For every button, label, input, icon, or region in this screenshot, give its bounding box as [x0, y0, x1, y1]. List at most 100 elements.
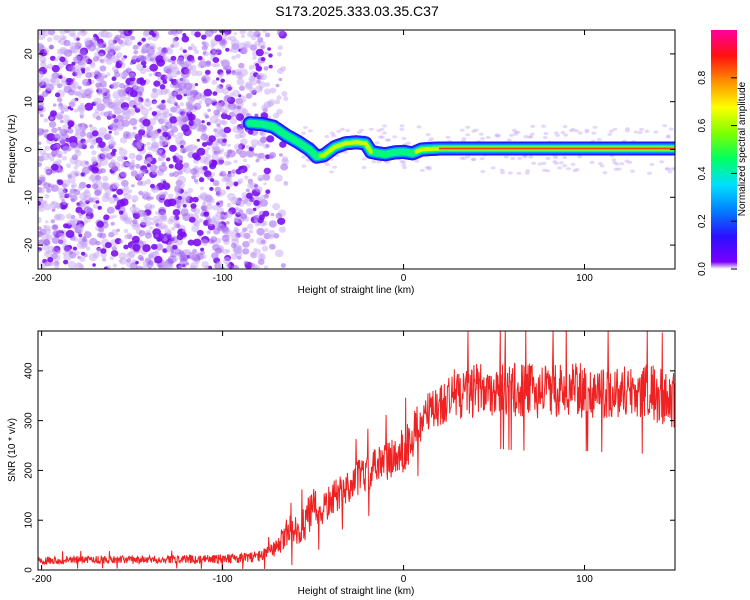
spectrogram-noise-blob: [568, 128, 574, 133]
spectrogram-noise-blob: [263, 182, 267, 186]
colorbar-label: Normalized spectral amplitude: [737, 81, 748, 216]
spectrogram-noise-blob: [160, 124, 165, 128]
spectrogram-noise-blob: [566, 167, 571, 171]
spectrogram-noise-blob: [161, 135, 169, 142]
spectrogram-noise-blob: [160, 47, 168, 55]
spectrogram-noise-blob: [131, 142, 136, 147]
snr-ytick-label: 300: [24, 412, 35, 429]
spectrogram-noise-blob: [619, 162, 625, 166]
spectrogram-noise-blob: [221, 177, 227, 183]
spectrogram-noise-blob: [163, 88, 170, 94]
spectrogram-noise-blob: [80, 67, 86, 72]
spectrogram-noise-blob: [50, 219, 56, 224]
spectrogram-noise-blob: [41, 77, 50, 86]
spectrogram-noise-blob: [200, 63, 206, 69]
spectrogram-noise-blob: [144, 232, 152, 239]
spectrogram-noise-blob: [126, 96, 131, 101]
spectrogram-noise-blob: [275, 249, 284, 258]
spectrogram-noise-blob: [233, 32, 237, 36]
spectrogram-noise-blob: [47, 30, 56, 36]
spectrogram-noise-blob: [119, 94, 127, 101]
spectrogram-noise-blob: [574, 167, 580, 172]
spectrogram-noise-blob: [148, 205, 153, 209]
spectrogram-noise-blob: [402, 166, 408, 170]
spectrogram-noise-blob: [385, 160, 390, 164]
spectrogram-noise-blob: [85, 72, 93, 79]
spectrogram-noise-blob: [79, 89, 86, 96]
spectrogram-noise-blob: [41, 90, 49, 97]
spectrogram-noise-blob: [85, 66, 91, 72]
spectrogram-noise-blob: [176, 169, 184, 176]
spectrogram-noise-blob: [45, 83, 55, 92]
spectrogram-noise-blob: [265, 144, 270, 148]
spectrogram-noise-blob: [44, 166, 52, 174]
spectrogram-noise-blob: [109, 215, 114, 220]
spectrogram-noise-blob: [116, 188, 124, 195]
spectrogram-noise-blob: [145, 179, 152, 185]
spectrogram-noise-blob: [38, 216, 42, 224]
spectrogram-noise-blob: [148, 73, 153, 77]
spectrogram-noise-blob: [268, 220, 277, 228]
spectrogram-noise-blob: [72, 237, 79, 242]
spectrogram-noise-blob: [220, 119, 226, 125]
spectrogram-noise-blob: [223, 126, 231, 134]
spectrogram-noise-blob: [570, 127, 576, 132]
spectrogram-noise-blob: [51, 236, 60, 244]
spectrogram-noise-blob: [116, 52, 123, 59]
spectrogram-noise-blob: [62, 114, 70, 121]
spectrogram-noise-blob: [269, 87, 277, 94]
colorbar-tick-label: 0.0: [697, 262, 708, 276]
spectrogram-noise-blob: [633, 130, 639, 134]
spectrogram-noise-blob: [242, 248, 250, 255]
spectrogram-noise-blob: [213, 109, 220, 116]
spectrogram-noise-blob: [54, 264, 60, 269]
spectrogram-noise-blob: [382, 124, 387, 128]
spectrogram-noise-blob: [86, 139, 91, 143]
spectrogram-noise-blob: [264, 88, 271, 95]
spectrogram-noise-blob: [38, 249, 41, 253]
spectrogram-noise-blob: [78, 215, 83, 219]
spectrogram-noise-blob: [210, 43, 216, 48]
spectrogram-noise-blob: [117, 30, 122, 33]
spectrogram-noise-blob: [225, 179, 234, 188]
spectrogram-noise-blob: [57, 187, 66, 196]
spectrogram-noise-blob: [542, 135, 548, 140]
spectrogram-noise-blob: [235, 208, 243, 215]
spectrogram-noise-blob: [51, 77, 60, 86]
spectrogram-noise-blob: [78, 142, 86, 149]
spectrogram-noise-blob: [158, 149, 163, 153]
spectrogram-noise-blob: [84, 102, 94, 111]
spectrogram-noise-blob: [67, 120, 75, 127]
spectrogram-noise-blob: [96, 220, 105, 228]
spectrogram-noise-blob: [406, 141, 411, 145]
spectrogram-noise-blob: [46, 133, 56, 142]
spectrogram-noise-blob: [200, 193, 209, 202]
spectrogram-noise-blob: [69, 218, 77, 225]
spectrogram-noise-blob: [530, 124, 536, 128]
spectrogram-noise-blob: [190, 168, 198, 175]
spectrogram-noise-blob: [58, 102, 63, 107]
spectrogram-noise-blob: [148, 107, 153, 111]
spectrogram-noise-blob: [92, 263, 96, 267]
spectrogram-noise-blob: [170, 30, 178, 35]
spectrogram-noise-blob: [499, 168, 505, 172]
spectrogram-noise-blob: [164, 73, 173, 81]
spectrogram-noise-blob: [301, 131, 306, 135]
spectrogram-noise-blob: [283, 181, 289, 187]
colorbar-tick-label: 0.4: [697, 166, 708, 180]
spectrogram-noise-blob: [95, 47, 101, 52]
spectrogram-noise-blob: [89, 145, 94, 149]
spectrogram-noise-blob: [105, 31, 113, 39]
spectrogram-noise-blob: [100, 168, 106, 174]
spectrogram-noise-blob: [113, 214, 117, 218]
spectrogram-noise-blob: [332, 165, 338, 169]
spectrogram-noise-blob: [612, 161, 618, 165]
spectrogram-noise-blob: [529, 132, 535, 136]
spectrogram-noise-blob: [77, 184, 84, 191]
spectrogram-noise-blob: [38, 226, 42, 230]
spectrogram-noise-blob: [216, 126, 225, 134]
spectrogram-noise-blob: [204, 69, 211, 75]
spectrogram-noise-blob: [146, 261, 154, 268]
spectrogram-noise-blob: [259, 73, 267, 81]
spectrogram-noise-blob: [136, 137, 143, 143]
